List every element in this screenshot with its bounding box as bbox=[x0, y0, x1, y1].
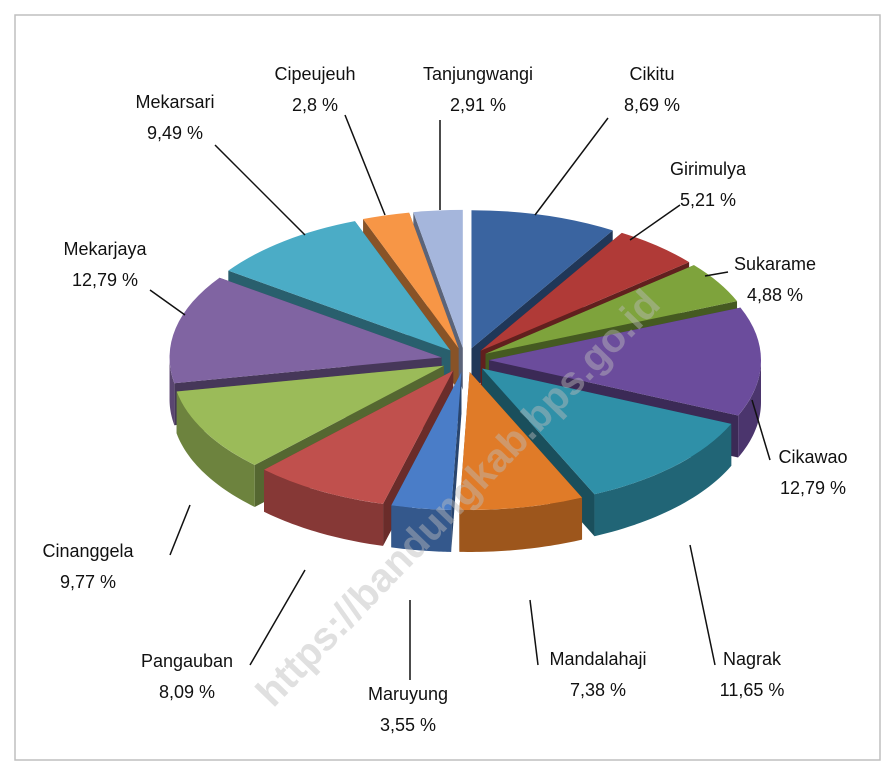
slice-top bbox=[264, 370, 454, 504]
slice-label: Cipeujeuh bbox=[274, 64, 355, 84]
slice-label: Mekarjaya bbox=[63, 239, 147, 259]
pie bbox=[169, 209, 761, 552]
slice-wall bbox=[264, 469, 384, 546]
slice-label: Sukarame bbox=[734, 254, 816, 274]
slice bbox=[391, 372, 462, 552]
slice-top bbox=[485, 265, 738, 354]
slice-value-label: 8,09 % bbox=[159, 682, 215, 702]
slice-label: Cinanggela bbox=[42, 541, 134, 561]
leader-line bbox=[214, 144, 306, 236]
slice-top bbox=[471, 210, 613, 349]
slice-value-label: 3,55 % bbox=[380, 715, 436, 735]
slice-wall bbox=[391, 505, 452, 552]
leader-line bbox=[704, 271, 729, 277]
slice-value-label: 7,38 % bbox=[570, 680, 626, 700]
leader-line bbox=[689, 544, 716, 666]
slice-wall bbox=[176, 391, 255, 507]
slice-label: Maruyung bbox=[368, 684, 448, 704]
slice-wall bbox=[459, 497, 583, 552]
slice-value-label: 9,49 % bbox=[147, 123, 203, 143]
slice-top bbox=[176, 365, 444, 465]
slice-label: Pangauban bbox=[141, 651, 233, 671]
slice-top bbox=[480, 232, 690, 351]
slice-top bbox=[363, 212, 459, 349]
slice-top bbox=[228, 221, 451, 351]
slice-value-label: 4,88 % bbox=[747, 285, 803, 305]
slice-label: Cikawao bbox=[778, 447, 847, 467]
slice-top bbox=[391, 372, 462, 510]
slice-value-label: 5,21 % bbox=[680, 190, 736, 210]
slice-wall bbox=[594, 423, 732, 537]
slice-top bbox=[488, 307, 761, 416]
slice-value-label: 2,8 % bbox=[292, 95, 338, 115]
leader-line bbox=[149, 289, 186, 316]
slice-label: Nagrak bbox=[723, 649, 782, 669]
leader-line bbox=[751, 399, 771, 461]
slice-value-label: 12,79 % bbox=[780, 478, 846, 498]
labels: Cikitu 8,69 % Girimulya 5,21 % Sukarame 4,88 … bbox=[42, 64, 847, 735]
slice-label: Girimulya bbox=[670, 159, 747, 179]
slice-label: Mandalahaji bbox=[549, 649, 646, 669]
slice-top bbox=[459, 371, 583, 510]
slice bbox=[459, 371, 583, 552]
leader-line bbox=[249, 569, 306, 666]
slice-value-label: 2,91 % bbox=[450, 95, 506, 115]
slice-value-label: 9,77 % bbox=[60, 572, 116, 592]
leader-line bbox=[534, 117, 609, 216]
slice-wall bbox=[738, 360, 761, 458]
slice-label: Mekarsari bbox=[135, 92, 214, 112]
slice-top bbox=[169, 277, 442, 384]
slice-label: Tanjungwangi bbox=[423, 64, 533, 84]
slice-value-label: 11,65 % bbox=[720, 680, 785, 700]
leader-line bbox=[529, 599, 539, 666]
leader-line bbox=[169, 504, 191, 556]
leader-line bbox=[629, 204, 681, 241]
slice-label: Cikitu bbox=[629, 64, 674, 84]
slice-top bbox=[413, 209, 463, 348]
slice-wall bbox=[169, 357, 175, 426]
leader-line bbox=[344, 114, 386, 216]
slice-value-label: 8,69 % bbox=[624, 95, 680, 115]
slice-value-label: 12,79 % bbox=[72, 270, 138, 290]
slice-top bbox=[482, 368, 732, 495]
